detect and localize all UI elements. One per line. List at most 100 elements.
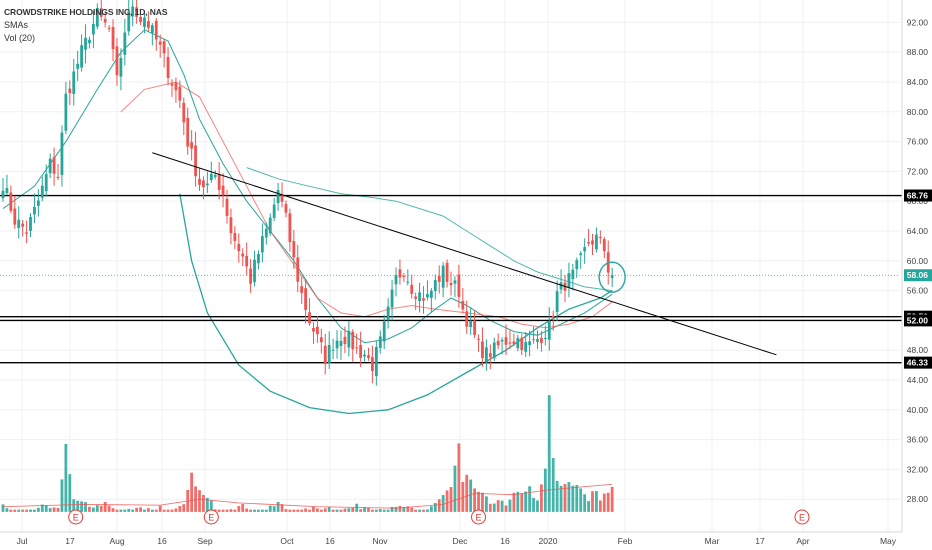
volume-bar bbox=[445, 490, 449, 512]
candle bbox=[36, 188, 40, 217]
candle bbox=[52, 147, 56, 186]
candle bbox=[202, 176, 205, 200]
volume-bar bbox=[512, 492, 516, 512]
sma-study-label[interactable]: SMAs bbox=[4, 20, 29, 30]
candle bbox=[331, 338, 335, 359]
candle-body bbox=[21, 223, 25, 227]
symbol-title[interactable]: CROWDSTRIKE HOLDINGS INC, 1D, NAS bbox=[4, 7, 168, 17]
volume-bar bbox=[374, 509, 378, 512]
cup-curve-drawing[interactable] bbox=[179, 193, 613, 415]
candle-body bbox=[280, 194, 284, 202]
volume-bar bbox=[84, 502, 87, 512]
candle-body bbox=[48, 158, 52, 174]
volume-bar bbox=[237, 506, 241, 512]
candle bbox=[170, 79, 174, 97]
candle-body bbox=[323, 345, 327, 365]
candle-body bbox=[103, 18, 107, 23]
candle-body bbox=[319, 337, 323, 343]
price-tick-label: 28.00 bbox=[907, 494, 929, 504]
candle bbox=[316, 315, 319, 343]
candle bbox=[378, 330, 382, 354]
candle-body bbox=[131, 6, 135, 17]
candle-body bbox=[547, 320, 551, 340]
candle bbox=[95, 3, 99, 30]
candle-body bbox=[532, 339, 535, 341]
volume-bar bbox=[382, 509, 386, 512]
candle bbox=[524, 332, 528, 357]
candle bbox=[99, 0, 103, 21]
candle bbox=[583, 238, 587, 264]
volume-bar bbox=[363, 507, 366, 512]
volume-bar bbox=[249, 509, 252, 512]
candle bbox=[319, 328, 323, 354]
time-tick-label: Jul bbox=[17, 536, 28, 546]
candle-body bbox=[237, 243, 241, 252]
candle-body bbox=[426, 294, 429, 298]
time-tick-label: Dec bbox=[452, 536, 468, 546]
candle-body bbox=[209, 173, 213, 181]
candle bbox=[591, 233, 594, 255]
candle bbox=[135, 0, 139, 24]
sma-lines bbox=[2, 29, 613, 344]
candle-body bbox=[241, 253, 245, 257]
volume-bar bbox=[253, 509, 256, 512]
volume-ma-line bbox=[2, 483, 613, 509]
candle-body bbox=[80, 45, 83, 68]
candle bbox=[205, 171, 209, 193]
volume-bar bbox=[571, 485, 575, 512]
earnings-E-circle-icon[interactable]: E bbox=[471, 509, 487, 525]
time-axis[interactable]: Jul 17 Aug 16 Sep Oct 16 Nov Dec 16 2020 Feb Mar 17 Ap… bbox=[0, 531, 902, 550]
volume-bar bbox=[272, 506, 276, 512]
candle bbox=[284, 200, 288, 218]
volume-bar bbox=[398, 506, 402, 512]
candle bbox=[264, 222, 268, 245]
candle-body bbox=[84, 37, 87, 50]
volume-bar bbox=[378, 509, 382, 512]
candle-body bbox=[567, 273, 571, 288]
volume-bar bbox=[99, 505, 103, 512]
candle-body bbox=[390, 289, 394, 308]
earnings-E-circle-icon[interactable]: E bbox=[203, 509, 219, 525]
volume-bar bbox=[123, 509, 127, 512]
candle bbox=[21, 220, 25, 237]
volume-bar bbox=[595, 491, 598, 512]
volume-bar bbox=[72, 499, 76, 512]
candle bbox=[225, 189, 229, 224]
volume-bar bbox=[154, 509, 158, 512]
earnings-letter: E bbox=[799, 513, 805, 523]
candle bbox=[512, 333, 516, 347]
trendline-drawing[interactable] bbox=[152, 152, 777, 356]
candle bbox=[414, 292, 418, 311]
volume-bar bbox=[103, 501, 107, 512]
volume-bar bbox=[323, 508, 327, 512]
horizontal-levels[interactable] bbox=[0, 194, 906, 364]
volume-bar bbox=[308, 509, 311, 512]
candle bbox=[139, 13, 142, 25]
candle-body bbox=[229, 217, 233, 234]
candle bbox=[367, 347, 370, 361]
candle bbox=[402, 273, 406, 282]
volume-bar bbox=[587, 501, 590, 512]
time-tick-label: Nov bbox=[372, 536, 388, 546]
candle bbox=[296, 244, 300, 293]
circle-highlight[interactable] bbox=[598, 261, 626, 293]
candle-body bbox=[512, 341, 516, 344]
price-axis[interactable]: 92.0088.0084.0080.0076.0072.0068.0064.00… bbox=[901, 0, 932, 550]
volume-bar bbox=[473, 488, 476, 512]
sma-long-line bbox=[246, 167, 613, 292]
volume-bar bbox=[296, 509, 300, 512]
candle-body bbox=[453, 280, 457, 284]
candle-body bbox=[260, 236, 264, 253]
candle bbox=[363, 350, 366, 362]
volume-bar bbox=[437, 499, 441, 512]
volume-study-label[interactable]: Vol (20) bbox=[4, 33, 36, 43]
candle-body bbox=[40, 185, 44, 198]
earnings-E-circle-icon[interactable]: E bbox=[794, 509, 810, 525]
candle bbox=[595, 227, 598, 253]
candle-body bbox=[288, 213, 292, 242]
candle bbox=[351, 329, 355, 362]
candle-body bbox=[264, 228, 268, 238]
earnings-E-circle-icon[interactable]: E bbox=[68, 509, 84, 525]
